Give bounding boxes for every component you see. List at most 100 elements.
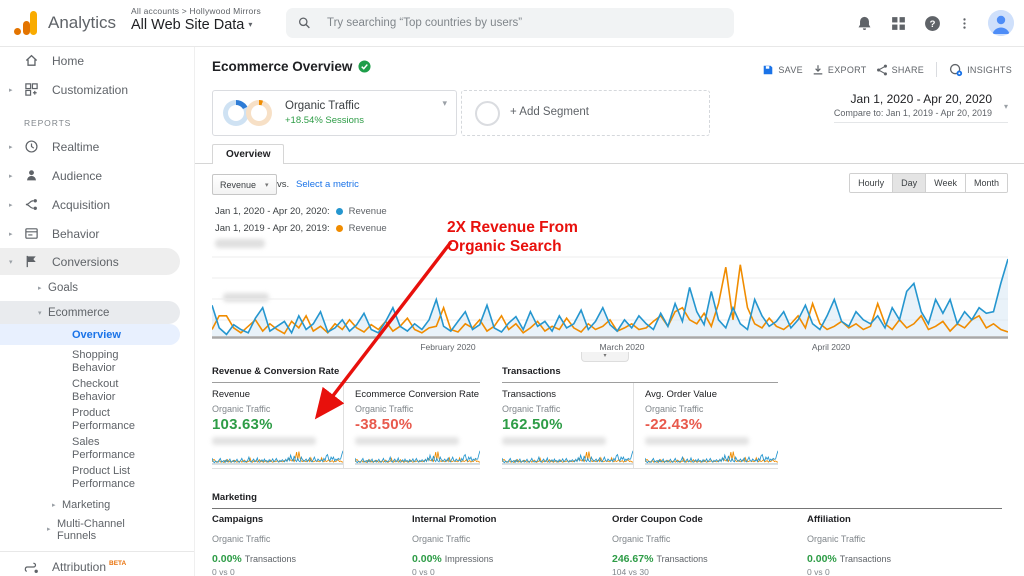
chevron-down-icon: ▾ — [265, 181, 269, 189]
page-title: Ecommerce Overview — [212, 59, 371, 74]
metric-value: 103.63% — [212, 416, 273, 433]
vs-label: vs. — [277, 179, 290, 190]
search-bar[interactable] — [286, 8, 734, 38]
attribution-icon — [24, 562, 38, 573]
sidebar-label: Home — [52, 53, 85, 68]
sidebar-item-behavior[interactable]: ▸ Behavior — [0, 219, 194, 248]
export-button[interactable]: EXPORT — [812, 64, 867, 76]
chevron-down-icon: ▾ — [1003, 102, 1008, 111]
sidebar-item-audience[interactable]: ▸ Audience — [0, 161, 194, 190]
scorecard-ecommerce-conversion-rate[interactable]: Ecommerce Conversion Rate Organic Traffi… — [343, 383, 480, 469]
section-header-marketing: Marketing — [212, 492, 1002, 509]
sidebar-label: Multi-Channel Funnels — [57, 517, 125, 543]
select-a-metric-link[interactable]: Select a metric — [296, 179, 359, 190]
notifications-icon[interactable] — [856, 15, 873, 32]
x-axis-tick: April 2020 — [811, 342, 851, 352]
marketing-column-campaigns[interactable]: Campaigns Organic Traffic 0.00% Transacti… — [212, 514, 397, 576]
legend-dot-blue — [335, 208, 343, 215]
chevron-down-icon: ▾ — [248, 20, 253, 29]
sidebar-item-attribution[interactable]: Attribution BETA — [0, 552, 194, 576]
marketing-compare: 0 vs 0 — [807, 567, 830, 576]
marketing-metric: Transactions — [244, 554, 296, 564]
sidebar-label: Ecommerce — [48, 306, 110, 319]
sidebar-label: Overview — [72, 328, 121, 341]
more-vert-icon[interactable] — [958, 15, 971, 32]
download-icon — [813, 64, 823, 74]
sparkline-chart — [355, 450, 480, 465]
account-picker[interactable]: All accounts > Hollywood Mirrors All Web… — [131, 6, 261, 33]
sidebar-item-realtime[interactable]: ▸ Realtime — [0, 132, 194, 161]
sidebar-item-multi-channel-funnels[interactable]: ▸ Multi-Channel Funnels — [0, 516, 194, 544]
date-range-picker[interactable]: Jan 1, 2020 - Apr 20, 2020 Compare to: J… — [833, 92, 1008, 123]
tab-overview[interactable]: Overview — [212, 144, 285, 164]
sidebar-label: Attribution — [52, 560, 107, 574]
sidebar-label: Conversions — [52, 254, 119, 269]
scorecard-avg-order-value[interactable]: Avg. Order Value Organic Traffic -22.43% — [633, 383, 778, 469]
scorecard-revenue[interactable]: Revenue Organic Traffic 103.63% — [212, 383, 343, 469]
granularity-hourly[interactable]: Hourly — [850, 174, 893, 192]
sidebar-item-sales-performance[interactable]: Sales Performance — [72, 436, 135, 461]
chart-collapse-button[interactable]: ▾ — [581, 352, 629, 362]
analytics-logo-icon[interactable] — [14, 11, 40, 35]
add-segment-button[interactable]: + Add Segment — [461, 90, 710, 136]
sidebar: Home ▸ Customization REPORTS ▸ Realtime … — [0, 46, 195, 576]
sidebar-item-shopping-behavior[interactable]: Shopping Behavior — [72, 349, 119, 374]
marketing-value: 0.00% — [412, 553, 442, 565]
revenue-timeseries-chart — [212, 256, 1008, 339]
legend-dot-orange — [335, 225, 343, 232]
sidebar-label: Customization — [52, 82, 129, 97]
home-icon — [25, 54, 38, 66]
save-button[interactable]: SAVE — [762, 64, 803, 76]
granularity-day[interactable]: Day — [892, 174, 926, 192]
sidebar-item-overview-active[interactable]: Overview — [0, 324, 180, 345]
chevron-down-icon: ▾ — [603, 353, 607, 359]
share-button[interactable]: SHARE — [876, 64, 925, 76]
granularity-week[interactable]: Week — [925, 174, 965, 192]
sidebar-item-marketing[interactable]: ▸ Marketing — [0, 494, 194, 516]
sidebar-item-goals[interactable]: ▸ Goals — [0, 275, 194, 301]
sidebar-item-product-list-performance[interactable]: Product List Performance — [72, 465, 135, 490]
insights-button[interactable]: INSIGHTS — [949, 63, 1012, 77]
acquisition-icon — [25, 199, 37, 210]
expand-right-icon: ▸ — [9, 143, 13, 151]
segment-card-organic-traffic[interactable]: Organic Traffic +18.54% Sessions ▾ — [212, 90, 457, 136]
property-name[interactable]: All Web Site Data ▾ — [131, 17, 253, 33]
main-chart[interactable] — [212, 251, 1008, 339]
sidebar-item-customization[interactable]: ▸ Customization — [0, 75, 194, 104]
chevron-down-icon[interactable]: ▾ — [442, 98, 447, 108]
legend-period: Jan 1, 2020 - Apr 20, 2020: — [215, 206, 330, 217]
logo-bar — [30, 11, 37, 35]
sidebar-item-checkout-behavior[interactable]: Checkout Behavior — [72, 378, 119, 403]
apps-grid-icon[interactable] — [890, 15, 907, 32]
metric-dropdown[interactable]: Revenue ▾ — [212, 174, 277, 195]
marketing-compare: 0 vs 0 — [212, 567, 235, 576]
sidebar-item-conversions[interactable]: ▾ Conversions — [0, 248, 180, 275]
date-range: Jan 1, 2020 - Apr 20, 2020 — [850, 92, 992, 106]
legend-row-2019: Jan 1, 2019 - Apr 20, 2019: Revenue — [215, 223, 387, 234]
granularity-month[interactable]: Month — [964, 174, 1007, 192]
header-icons: ? — [856, 0, 1014, 46]
sidebar-item-acquisition[interactable]: ▸ Acquisition — [0, 190, 194, 219]
segment-donut-icon — [223, 100, 249, 126]
expand-right-icon: ▸ — [9, 172, 13, 180]
help-icon[interactable]: ? — [924, 15, 941, 32]
legend-metric: Revenue — [348, 206, 387, 217]
verified-badge-icon — [358, 60, 371, 73]
search-input[interactable] — [324, 16, 722, 30]
marketing-column-internal-promotion[interactable]: Internal Promotion Organic Traffic 0.00%… — [412, 514, 597, 576]
avatar[interactable] — [988, 10, 1014, 36]
sidebar-item-product-performance[interactable]: Product Performance — [72, 407, 135, 432]
svg-text:?: ? — [930, 18, 936, 29]
legend-metric: Revenue — [348, 223, 387, 234]
sidebar-label: Realtime — [52, 139, 100, 154]
scorecard-transactions[interactable]: Transactions Organic Traffic 162.50% — [502, 383, 633, 469]
sidebar-label: Behavior — [52, 226, 100, 241]
beta-badge: BETA — [109, 559, 127, 567]
sidebar-item-home[interactable]: Home — [0, 46, 194, 75]
sidebar-item-ecommerce[interactable]: ▾ Ecommerce — [0, 301, 180, 324]
marketing-column-order-coupon-code[interactable]: Order Coupon Code Organic Traffic 246.67… — [612, 514, 797, 576]
marketing-column-affiliation[interactable]: Affiliation Organic Traffic 0.00% Transac… — [807, 514, 992, 576]
expand-right-icon: ▸ — [9, 230, 13, 238]
marketing-value: 0.00% — [212, 553, 242, 565]
